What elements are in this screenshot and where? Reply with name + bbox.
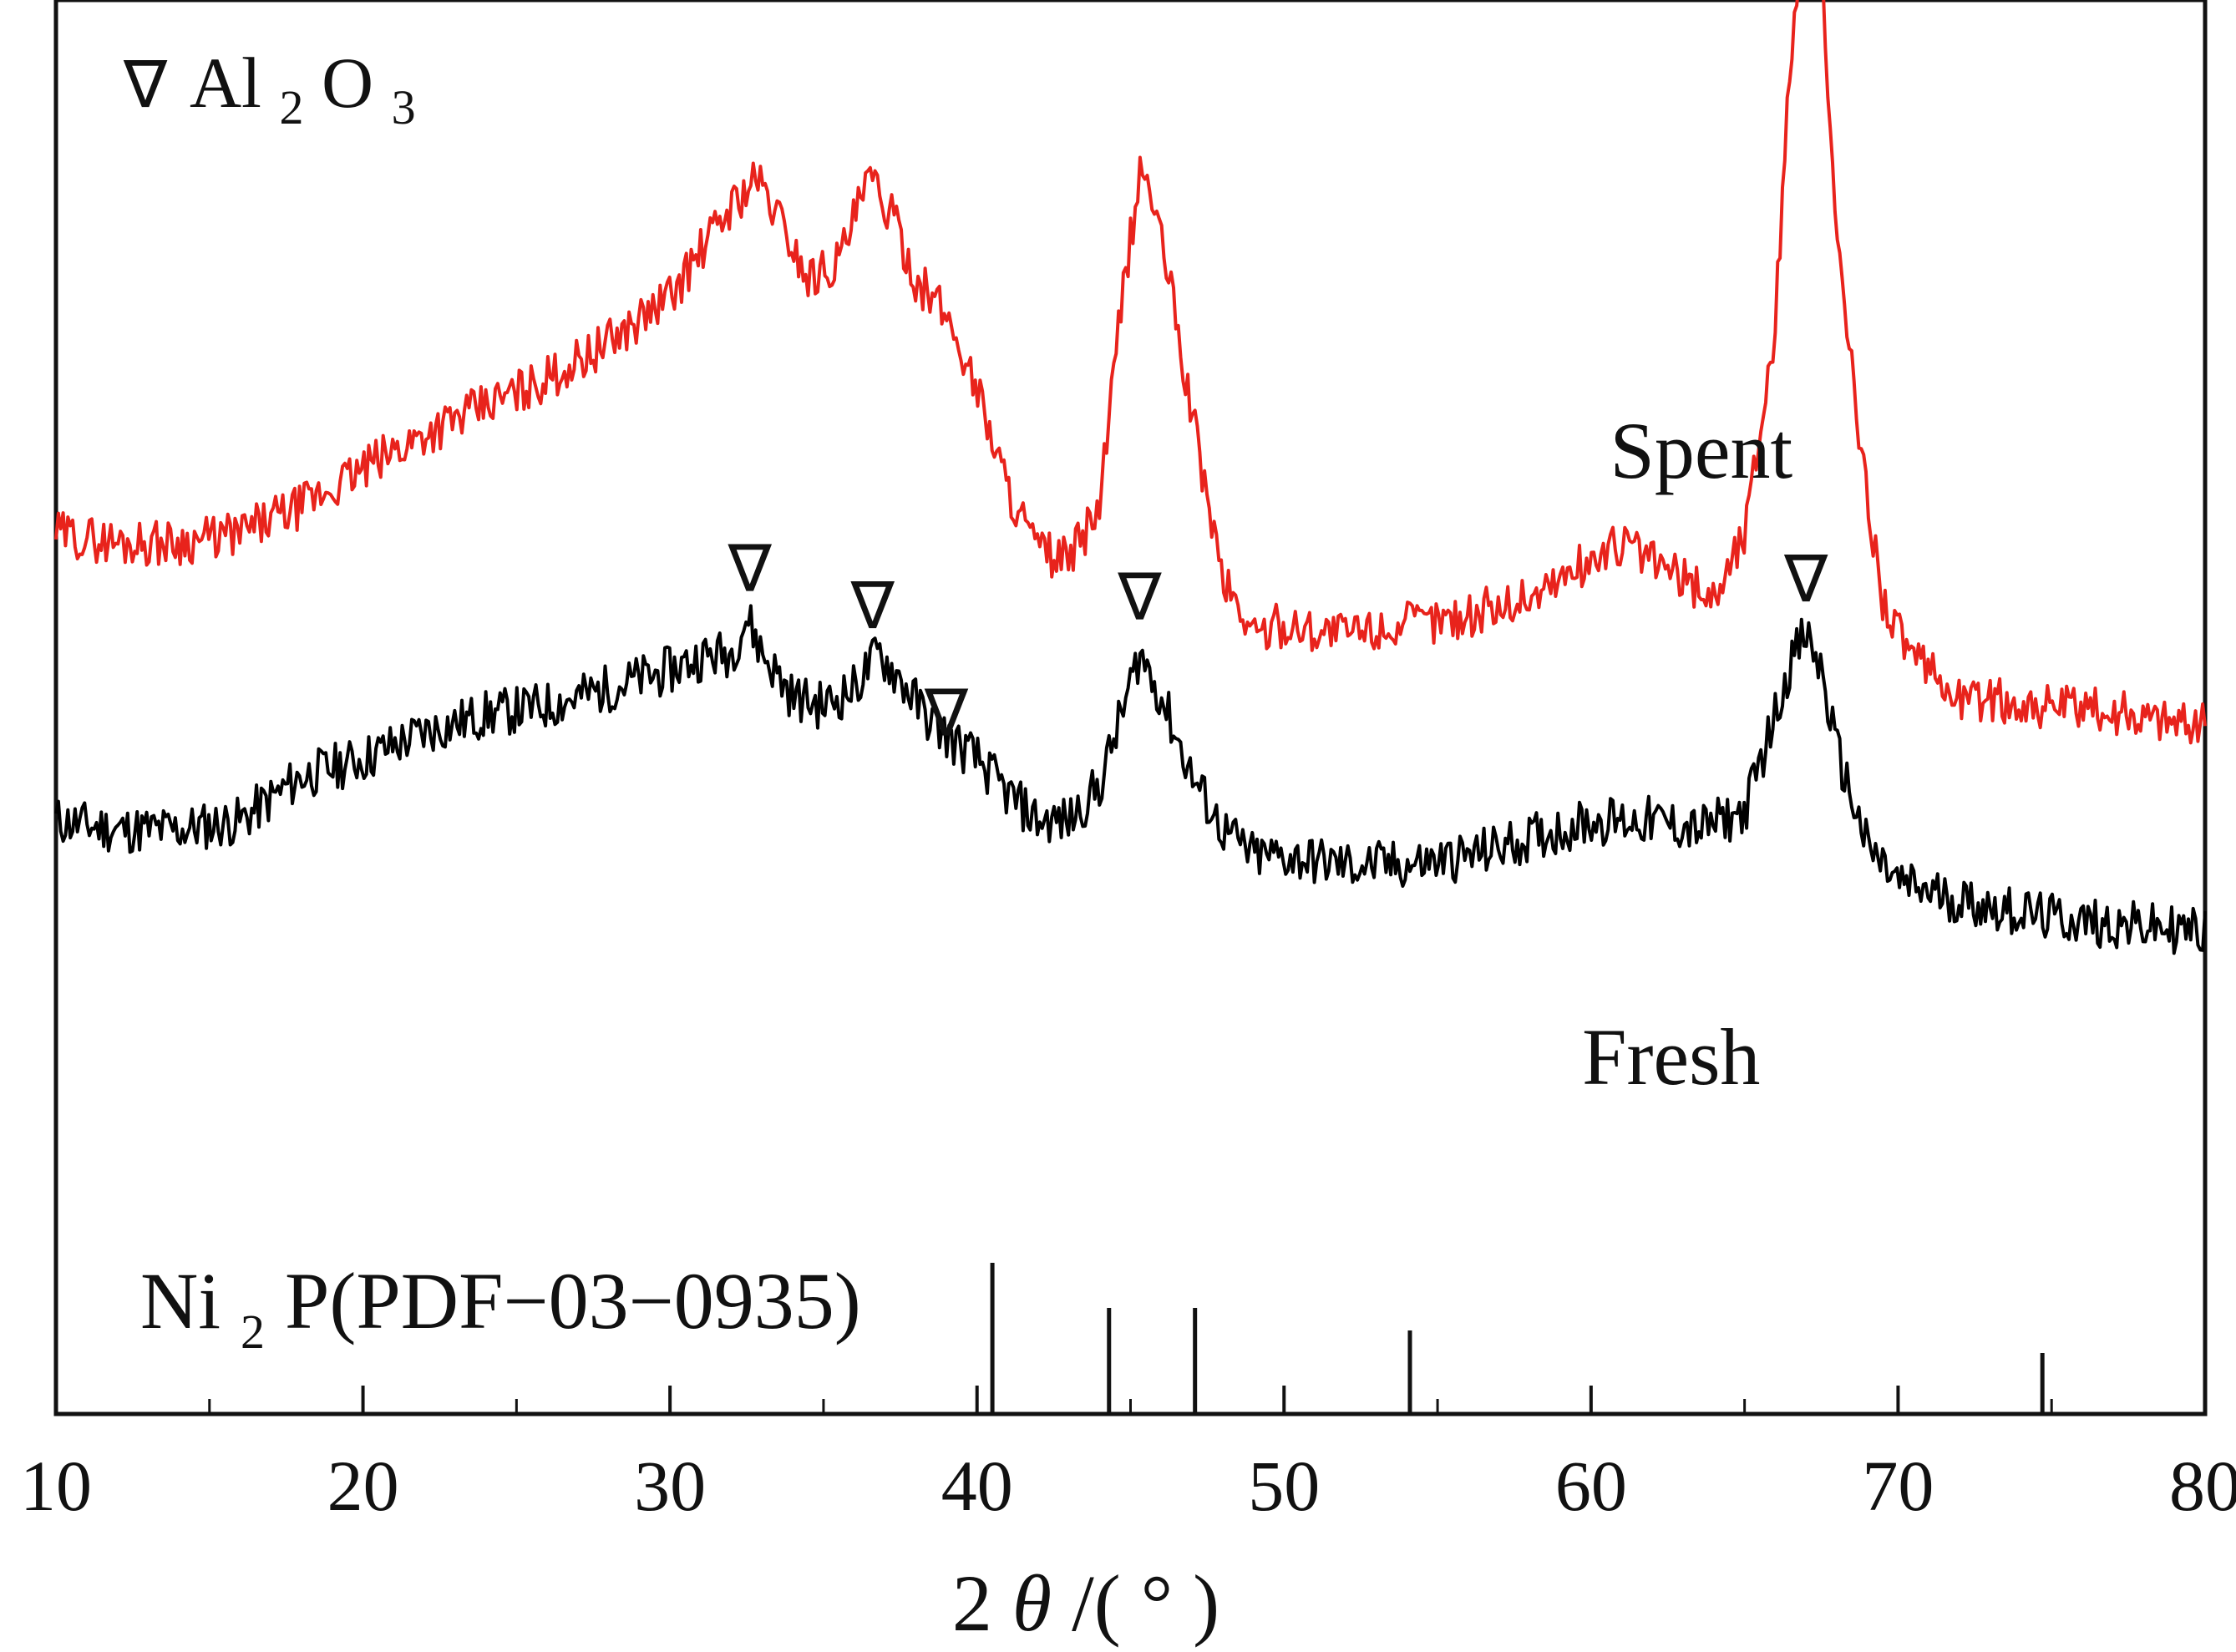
x-tick-label: 10 [20, 1446, 92, 1526]
peak-marker: ∇ [924, 676, 969, 751]
x-axis-title-theta: θ [1012, 1558, 1052, 1648]
series-line-spent [54, 604, 2207, 955]
series-label-spent: Spent [1610, 406, 1792, 495]
reference-pattern-label: Ni 2 P(PDF−03−0935) [140, 1256, 861, 1366]
peak-marker: ∇ [1117, 560, 1162, 635]
legend-text-o: O [322, 43, 373, 123]
plot-frame [53, 0, 2208, 1416]
x-tick-label: 80 [2169, 1446, 2236, 1526]
legend-al2o3: ∇ Al 2 O 3 [123, 43, 416, 139]
x-tick-label: 60 [1555, 1446, 1627, 1526]
x-tick-label: 40 [941, 1446, 1013, 1526]
x-ticks-layer: 10 20 30 40 50 60 70 80 [20, 1386, 2236, 1526]
reference-sub-2: 2 [241, 1305, 265, 1359]
series-label-fresh: Fresh [1582, 1012, 1760, 1102]
x-axis-title: 2 θ /( ° ) [952, 1558, 1219, 1648]
legend-text-al: Al [190, 43, 261, 123]
peak-marker: ∇ [850, 569, 895, 644]
reference-text-ni: Ni [140, 1256, 221, 1345]
x-axis-title-suffix: /( ° ) [1072, 1558, 1219, 1648]
series-layer [54, 0, 2207, 955]
legend-marker-symbol: ∇ [123, 48, 168, 123]
series-line-fresh [54, 0, 2207, 745]
reference-text-rest: P(PDF−03−0935) [285, 1256, 861, 1345]
x-tick-label: 50 [1248, 1446, 1320, 1526]
x-tick-label: 70 [1862, 1446, 1934, 1526]
peak-marker-layer: ∇ ∇ ∇ ∇ ∇ [728, 531, 1828, 751]
x-axis-title-prefix: 2 [952, 1558, 992, 1648]
x-tick-label: 30 [634, 1446, 706, 1526]
peak-marker: ∇ [1783, 542, 1828, 617]
x-tick-label: 20 [327, 1446, 399, 1526]
reference-lines-layer [990, 1263, 2045, 1414]
peak-marker: ∇ [728, 531, 773, 606]
legend-sub-3: 3 [392, 80, 416, 134]
legend-sub-2: 2 [279, 80, 303, 134]
